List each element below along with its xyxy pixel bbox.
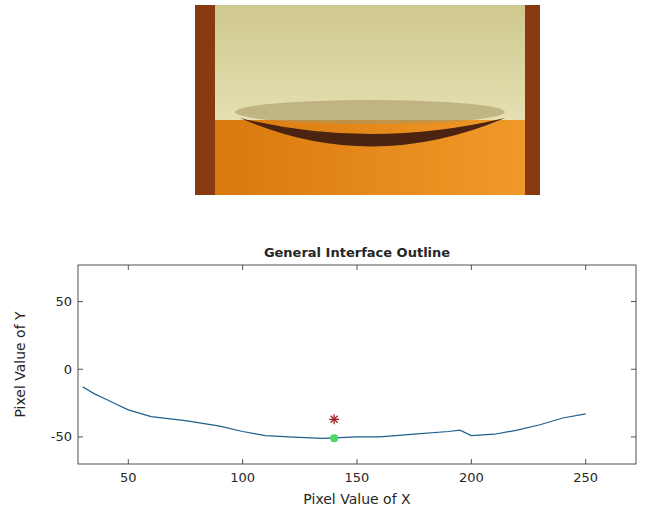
photo-lower [210,120,530,195]
x-tick [585,459,586,464]
plot-frame [78,265,636,464]
page: 50 100 150 200 250 -50 0 50 General Interface Ou… [0,0,653,527]
x-tick-label: 250 [573,470,598,485]
x-tick-label: 100 [230,470,255,485]
photo-band [235,100,505,124]
y-tick [631,436,636,437]
y-tick-label: -50 [51,429,72,444]
y-axis-title: Pixel Value of Y [12,311,28,418]
title: General Interface Outline [264,245,450,260]
circle-marker [330,434,338,442]
plot-area [83,387,586,442]
x-tick [128,265,129,270]
y-tick-label: 0 [64,362,72,377]
x-tick [471,265,472,270]
x-tick [357,459,358,464]
x-axis-title: Pixel Value of X [303,491,411,507]
y-tick [631,301,636,302]
x-tick [585,265,586,270]
y-tick [78,301,83,302]
x-tick-label: 150 [345,470,370,485]
x-tick [242,265,243,270]
photo-upper [215,5,525,125]
interface-line [83,387,586,438]
y-tick-label: 50 [55,294,72,309]
y-tick [631,369,636,370]
asterisk-stroke [331,416,338,423]
x-tick [357,265,358,270]
photo [195,5,540,195]
x-tick [128,459,129,464]
photo-wall [195,5,215,195]
x-tick [242,459,243,464]
x-tick [471,459,472,464]
photo-bg [195,5,540,195]
asterisk-stroke [331,416,338,423]
x-tick-label: 200 [459,470,484,485]
y-tick [78,369,83,370]
x-tick-label: 50 [120,470,137,485]
y-tick [78,436,83,437]
photo-wall [525,5,540,195]
asterisk-marker [329,414,339,424]
